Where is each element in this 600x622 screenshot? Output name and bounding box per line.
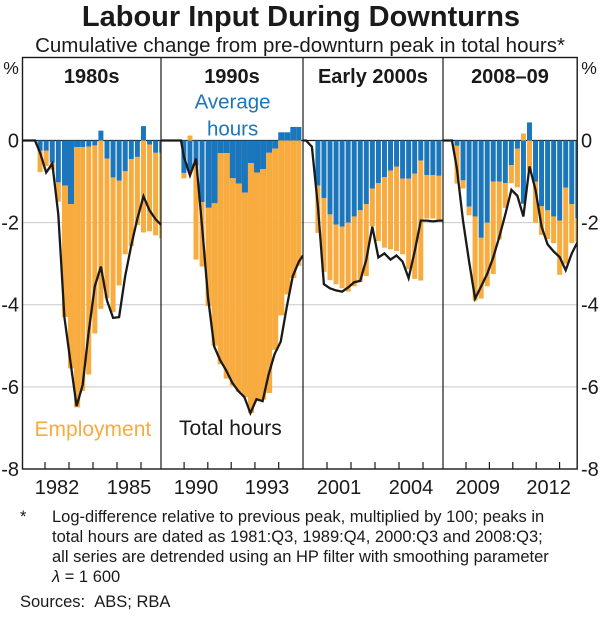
svg-text:-2: -2 <box>581 213 599 235</box>
svg-text:1993: 1993 <box>245 477 290 499</box>
svg-text:0: 0 <box>581 131 592 153</box>
svg-text:all series are detrended using: all series are detrended using an HP fil… <box>52 548 549 566</box>
svg-text:2008–09: 2008–09 <box>471 66 549 88</box>
svg-text:Employment: Employment <box>35 418 152 441</box>
svg-text:-4: -4 <box>1 295 19 317</box>
svg-text:Log-difference relative to pre: Log-difference relative to previous peak… <box>52 508 544 526</box>
svg-text:1985: 1985 <box>107 477 152 499</box>
svg-text:%: % <box>3 58 19 78</box>
svg-text:1990s: 1990s <box>204 66 260 88</box>
svg-text:%: % <box>581 58 597 78</box>
svg-text:-6: -6 <box>1 377 19 399</box>
svg-text:Cumulative change from pre-dow: Cumulative change from pre-downturn peak… <box>35 34 565 57</box>
svg-text:2004: 2004 <box>389 477 434 499</box>
svg-text:0: 0 <box>8 131 19 153</box>
svg-text:2009: 2009 <box>456 477 501 499</box>
svg-text:Total hours: Total hours <box>179 417 282 440</box>
svg-text:-8: -8 <box>581 459 599 481</box>
svg-text:Labour Input During Downturns: Labour Input During Downturns <box>82 1 520 33</box>
svg-text:*: * <box>20 508 27 526</box>
svg-text:-2: -2 <box>1 213 19 235</box>
svg-text:λ = 1 600: λ = 1 600 <box>51 568 120 586</box>
svg-text:1990: 1990 <box>174 477 219 499</box>
svg-text:2001: 2001 <box>317 477 362 499</box>
svg-text:total hours are dated as 1981:: total hours are dated as 1981:Q3, 1989:Q… <box>52 528 543 546</box>
svg-text:-8: -8 <box>1 459 19 481</box>
svg-text:1982: 1982 <box>35 477 80 499</box>
svg-text:-6: -6 <box>581 377 599 399</box>
svg-text:Early 2000s: Early 2000s <box>318 66 428 88</box>
svg-text:Average: Average <box>195 91 271 114</box>
svg-text:1980s: 1980s <box>64 66 120 88</box>
svg-text:hours: hours <box>207 118 258 141</box>
svg-text:-4: -4 <box>581 295 599 317</box>
svg-text:2012: 2012 <box>526 477 571 499</box>
svg-text:Sources: ABS; RBA: Sources: ABS; RBA <box>20 593 170 611</box>
